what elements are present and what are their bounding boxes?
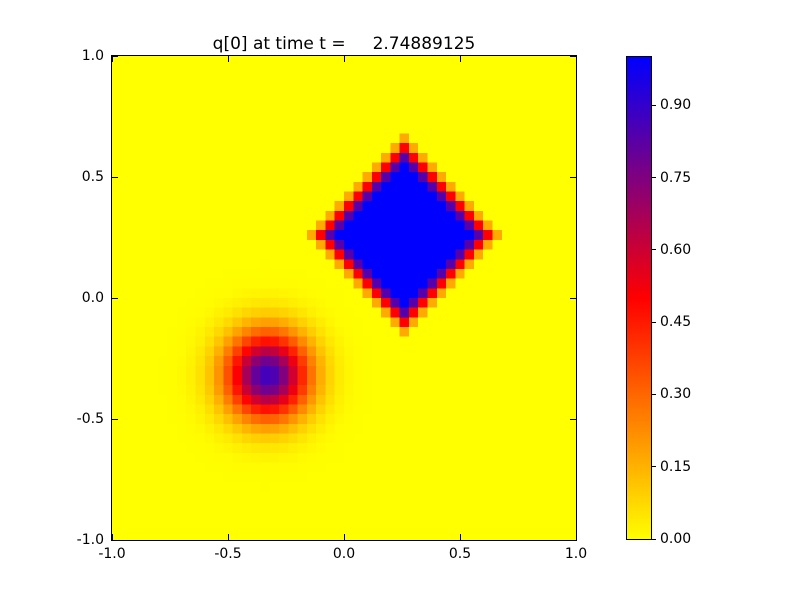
x-tick-mark: [111, 534, 113, 540]
x-tick-label: -1.0: [98, 546, 126, 562]
x-tick-label: 1.0: [564, 546, 588, 562]
y-tick-mark: [570, 539, 576, 541]
colorbar-tick-mark: [652, 249, 656, 251]
colorbar-tick-mark: [652, 393, 656, 395]
y-tick-label: -1.0: [76, 532, 104, 548]
colorbar-tick-mark: [652, 104, 656, 106]
y-tick-mark: [112, 418, 118, 420]
y-tick-mark: [112, 539, 118, 541]
colorbar: [626, 56, 652, 540]
plot-title: q[0] at time t = 2.74889125: [212, 34, 476, 54]
colorbar-tick-label: 0.60: [660, 241, 692, 258]
y-tick-mark: [570, 55, 576, 57]
colorbar-tick-label: 0.75: [660, 169, 692, 186]
x-tick-mark: [459, 56, 461, 62]
colorbar-gradient: [627, 57, 651, 539]
y-tick-mark: [112, 297, 118, 299]
y-tick-mark: [112, 176, 118, 178]
y-tick-mark: [570, 297, 576, 299]
y-tick-mark: [570, 418, 576, 420]
y-tick-label: -0.5: [76, 411, 104, 427]
colorbar-tick-mark: [652, 538, 656, 540]
y-tick-mark: [570, 176, 576, 178]
x-tick-mark: [343, 534, 345, 540]
x-tick-mark: [343, 56, 345, 62]
x-tick-mark: [227, 534, 229, 540]
x-tick-label: 0.0: [332, 546, 356, 562]
x-tick-label: 0.5: [448, 546, 472, 562]
x-tick-label: -0.5: [214, 546, 242, 562]
x-tick-mark: [575, 534, 577, 540]
colorbar-tick-label: 0.45: [660, 314, 692, 331]
x-tick-mark: [575, 56, 577, 62]
y-tick-label: 1.0: [81, 48, 104, 64]
y-tick-label: 0.5: [81, 169, 104, 185]
y-tick-label: 0.0: [81, 290, 104, 306]
x-tick-mark: [459, 534, 461, 540]
colorbar-tick-label: 0.00: [660, 531, 692, 547]
x-tick-mark: [111, 56, 113, 62]
y-tick-mark: [112, 55, 118, 57]
heatmap-canvas: [112, 56, 576, 540]
colorbar-tick-label: 0.15: [660, 458, 692, 475]
colorbar-tick-mark: [652, 321, 656, 323]
colorbar-tick-label: 0.30: [660, 386, 692, 403]
plot-area: [111, 55, 577, 541]
colorbar-tick-mark: [652, 177, 656, 178]
colorbar-tick-label: 0.90: [660, 97, 692, 114]
x-tick-mark: [227, 56, 229, 62]
colorbar-tick-mark: [652, 466, 656, 468]
